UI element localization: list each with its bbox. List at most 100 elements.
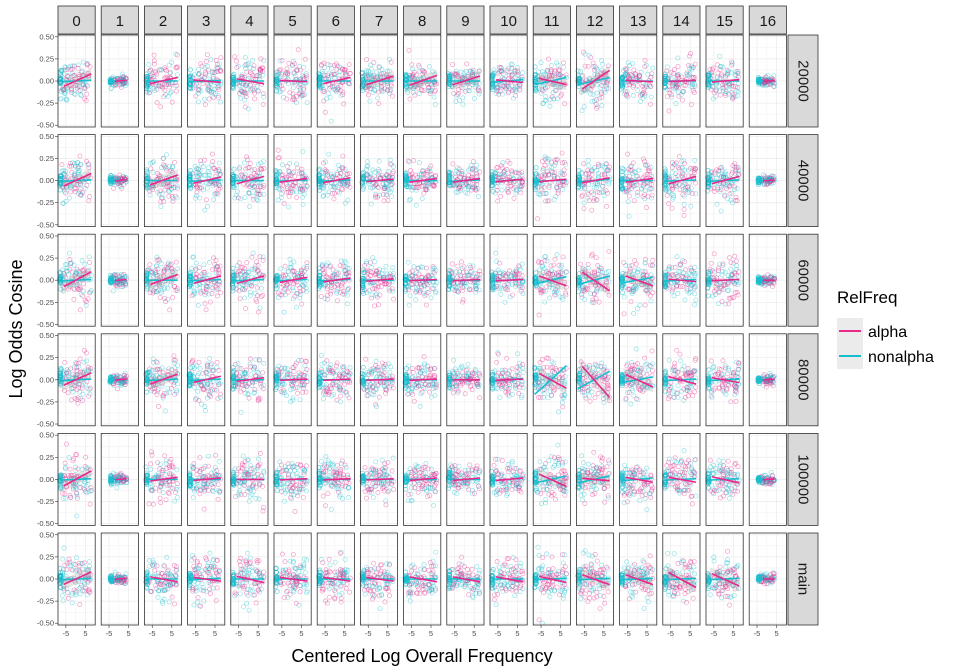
point-alpha (64, 66, 70, 72)
point-nonalpha (151, 86, 157, 91)
point-nonalpha (80, 59, 86, 65)
point-alpha (152, 68, 158, 74)
facet-panel-40000-14 (661, 134, 701, 228)
point-alpha (175, 64, 180, 70)
point-nonalpha (69, 74, 75, 80)
point-alpha (68, 85, 74, 91)
point-alpha (154, 100, 160, 106)
point-alpha (173, 88, 179, 94)
point-nonalpha (63, 96, 69, 102)
point-alpha (65, 74, 71, 80)
facet-panel-40000-5 (273, 134, 312, 228)
point-alpha (77, 88, 83, 93)
facet-panel-20000-15 (705, 34, 744, 128)
point-alpha (117, 82, 123, 88)
point-nonalpha (78, 93, 84, 99)
point-alpha (161, 94, 167, 100)
point-alpha (156, 67, 162, 73)
point-nonalpha (173, 51, 179, 57)
facet-panel-40000-8 (402, 134, 442, 228)
point-alpha (173, 64, 179, 70)
point-alpha (73, 83, 79, 88)
trend-line-alpha (114, 278, 127, 282)
facet-panel-20000-3 (186, 34, 226, 128)
point-nonalpha (71, 91, 77, 97)
facet-panel-40000-16 (748, 134, 787, 228)
facet-panel-40000-4 (229, 134, 269, 228)
point-alpha (152, 61, 157, 67)
facet-panel-60000-1 (100, 233, 139, 327)
point-alpha (82, 86, 88, 91)
point-alpha (121, 74, 127, 80)
facet-panel-20000-2 (143, 34, 182, 128)
point-nonalpha (81, 74, 87, 80)
point-nonalpha (68, 63, 74, 69)
point-alpha (118, 84, 124, 90)
trend-line-alpha (63, 73, 92, 88)
point-alpha (74, 85, 80, 91)
point-alpha (65, 73, 71, 79)
point-nonalpha (166, 62, 172, 68)
point-nonalpha (163, 81, 169, 87)
point-alpha (87, 64, 93, 70)
point-nonalpha (70, 70, 75, 76)
facet-panel-20000-13 (618, 34, 658, 128)
point-nonalpha (68, 87, 74, 93)
point-alpha (80, 82, 86, 88)
point-nonalpha (168, 89, 174, 95)
facet-panel-20000-0 (57, 34, 96, 128)
point-nonalpha (82, 86, 88, 92)
facet-panel-20000-9 (445, 34, 485, 128)
point-nonalpha (123, 83, 129, 89)
facet-panel-20000-7 (359, 34, 398, 128)
point-alpha (158, 104, 164, 110)
point-alpha (146, 68, 152, 74)
point-nonalpha (64, 85, 70, 91)
point-alpha (113, 83, 118, 89)
facet-panel-20000-1 (100, 34, 139, 128)
point-nonalpha (75, 84, 81, 89)
point-alpha (69, 66, 75, 72)
point-alpha (79, 69, 85, 75)
point-nonalpha (148, 68, 154, 73)
point-alpha (85, 83, 90, 89)
point-alpha (76, 83, 82, 89)
facet-panel-40000-10 (489, 134, 528, 228)
trend-line-alpha (114, 79, 127, 83)
facet-panels (57, 34, 787, 626)
point-alpha (167, 70, 173, 76)
point-nonalpha (120, 74, 126, 80)
point-alpha (113, 82, 119, 88)
point-nonalpha (64, 78, 70, 83)
point-nonalpha (156, 83, 162, 89)
point-nonalpha (61, 87, 67, 93)
point-nonalpha (119, 81, 125, 87)
point-alpha (166, 84, 172, 90)
point-nonalpha (75, 62, 81, 68)
facet-panel-60000-4 (229, 233, 269, 327)
point-nonalpha (158, 67, 164, 73)
facet-panel-40000-3 (186, 134, 226, 228)
facet-panel-20000-6 (316, 34, 355, 128)
point-alpha (84, 91, 90, 97)
point-nonalpha (119, 82, 125, 87)
point-alpha (69, 89, 75, 95)
facet-panel-40000-6 (316, 134, 355, 228)
point-alpha (152, 70, 158, 76)
facet-panel-40000-1 (100, 134, 139, 228)
point-alpha (174, 83, 180, 89)
point-nonalpha (119, 71, 125, 77)
point-nonalpha (172, 83, 178, 89)
point-nonalpha (112, 81, 118, 87)
point-alpha (84, 61, 90, 67)
point-nonalpha (58, 96, 64, 102)
point-nonalpha (157, 84, 163, 90)
point-alpha (82, 84, 88, 90)
point-alpha (76, 74, 82, 79)
point-nonalpha (63, 97, 69, 103)
point-alpha (146, 90, 152, 96)
point-nonalpha (84, 61, 90, 66)
facet-panel-20000-10 (489, 34, 528, 128)
facet-panel-20000-14 (661, 34, 701, 128)
